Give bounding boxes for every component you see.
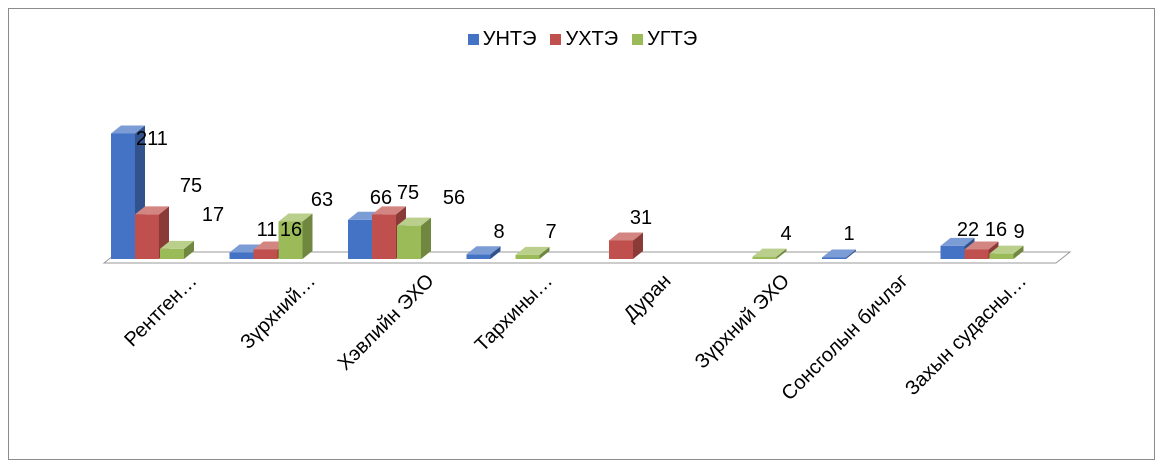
bar-top-face	[278, 213, 313, 222]
bar-4-series-1	[466, 246, 501, 259]
bar-top-face	[940, 237, 975, 246]
legend-item-series-1: УНТЭ	[467, 28, 537, 51]
data-label-2-series-2: 16	[280, 219, 302, 241]
bar-top-face	[515, 246, 550, 255]
bar-5-series-2	[609, 232, 643, 259]
bar-front-face	[466, 254, 491, 259]
data-label-7-series-1: 1	[843, 223, 854, 245]
bar-1-series-3	[160, 240, 194, 259]
bar-front-face	[515, 254, 540, 259]
bar-top-face	[752, 248, 787, 257]
bar-side-face	[539, 246, 550, 259]
category-label-4: Тархины…	[471, 270, 557, 356]
bar-front-face	[372, 214, 396, 259]
data-label-1-series-2: 75	[180, 175, 202, 197]
category-label-6: Зүрхний ЭХО	[691, 270, 794, 373]
bar-top-face	[822, 249, 856, 258]
bar-front-face	[278, 221, 303, 259]
bar-front-face	[253, 249, 278, 259]
data-label-3-series-2: 75	[397, 182, 419, 204]
legend-item-series-2: УХТЭ	[550, 28, 618, 51]
bar-front-face	[609, 240, 633, 259]
legend-label-series-2: УХТЭ	[565, 28, 619, 50]
data-label-3-series-3: 56	[443, 187, 465, 209]
bar-front-face	[135, 214, 159, 259]
bar-3-series-3	[397, 217, 431, 259]
data-label-2-series-1: 11	[257, 219, 278, 241]
chart-frame	[8, 8, 1155, 460]
category-label-2: Зүрхний…	[236, 270, 320, 354]
data-label-6-series-3: 4	[780, 223, 791, 245]
legend: УНТЭ УХТЭ УГТЭ	[0, 28, 1165, 51]
data-label-8-series-3: 9	[1013, 221, 1024, 243]
bar-top-face	[372, 206, 406, 215]
bar-top-face	[989, 245, 1024, 254]
data-label-1-series-3: 17	[202, 204, 224, 226]
data-label-1-series-1: 211	[136, 128, 168, 150]
bar-front-face	[752, 256, 777, 259]
category-label-5: Дуран	[620, 270, 676, 326]
legend-label-series-3: УГТЭ	[647, 28, 698, 50]
data-label-4-series-3: 7	[545, 221, 556, 243]
bar-front-face	[348, 219, 372, 259]
category-label-1: Рентген…	[120, 270, 201, 351]
data-label-5-series-2: 31	[630, 207, 652, 229]
bar-top-face	[466, 246, 501, 255]
bar-2-series-3	[278, 213, 313, 259]
bar-front-face	[397, 225, 421, 259]
bar-front-face	[229, 252, 254, 259]
bar-top-face	[111, 125, 145, 134]
bar-side-face	[302, 213, 313, 259]
data-label-3-series-1: 66	[370, 187, 392, 209]
bar-8-series-3	[989, 245, 1024, 259]
data-label-4-series-1: 8	[493, 221, 504, 243]
bar-top-face	[135, 206, 169, 215]
bar-front-face	[940, 245, 965, 259]
bar-7-series-1	[822, 249, 856, 259]
bar-side-face	[776, 248, 787, 259]
legend-item-series-3: УГТЭ	[632, 28, 697, 51]
bar-6-series-3	[752, 248, 787, 259]
bar-top-face	[160, 240, 194, 249]
bar-side-face	[490, 246, 501, 259]
bar-side-face	[184, 240, 194, 259]
bar-4-series-3	[515, 246, 550, 259]
bar-front-face	[989, 253, 1014, 259]
bar-front-face	[111, 133, 135, 259]
bar-side-face	[421, 217, 431, 259]
data-label-8-series-1: 22	[957, 219, 979, 241]
bar-front-face	[964, 249, 989, 259]
bar-top-face	[609, 232, 643, 241]
legend-swatch-series-3	[632, 34, 644, 45]
bar-side-face	[1013, 245, 1024, 259]
bar-front-face	[160, 248, 184, 259]
data-label-2-series-3: 63	[311, 189, 333, 211]
bar-side-face	[633, 232, 643, 259]
category-label-8: Захын судасны…	[901, 270, 1031, 400]
data-label-8-series-2: 16	[985, 219, 1007, 241]
legend-swatch-series-1	[467, 34, 479, 45]
legend-swatch-series-2	[550, 34, 562, 45]
bar-side-face	[846, 249, 856, 259]
bar-top-face	[397, 217, 431, 226]
category-label-3: Хэвлийн ЭХО	[334, 270, 439, 375]
category-label-7: Сонсголын бичлэг	[777, 270, 912, 405]
bar-top-face	[964, 241, 999, 250]
legend-label-series-1: УНТЭ	[482, 28, 537, 50]
bar-front-face	[822, 257, 846, 259]
